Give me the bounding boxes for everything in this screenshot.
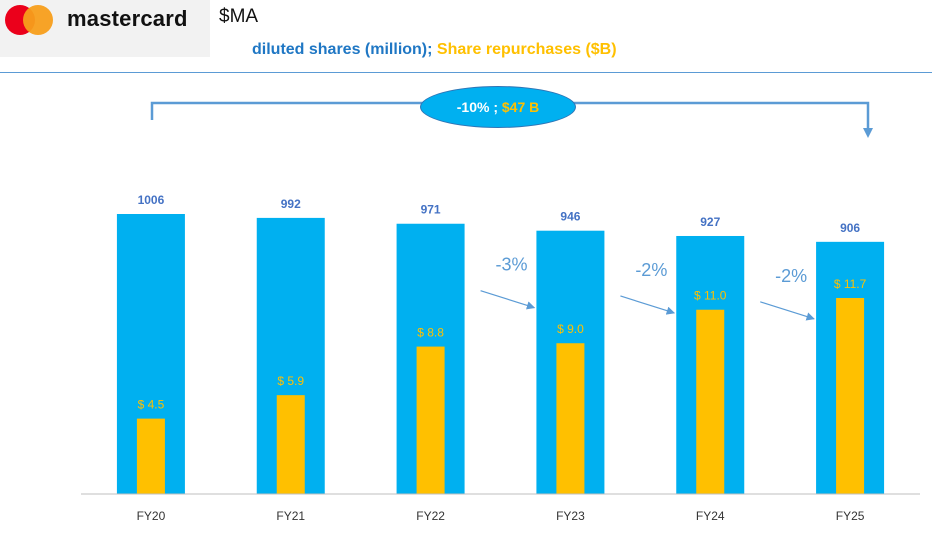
x-tick-FY20: FY20: [137, 509, 166, 523]
buyback-bar-FY21: [276, 395, 305, 494]
buyback-label-FY21: $ 5.9: [277, 374, 304, 388]
summary-bubble: -10% ; $47 B: [420, 86, 576, 128]
buyback-label-FY20: $ 4.5: [138, 398, 165, 412]
x-tick-FY25: FY25: [836, 509, 865, 523]
buyback-bar-FY22: [416, 346, 445, 494]
change-label-FY23: -3%: [495, 255, 527, 275]
change-arrow-FY23: [480, 290, 536, 310]
logo-panel: mastercard: [0, 0, 210, 57]
bracket-arrowhead: [863, 128, 873, 138]
summary-total-buyback: $47 B: [501, 99, 540, 115]
summary-share-change: -10% ;: [456, 99, 498, 115]
change-label-FY25: -2%: [775, 266, 807, 286]
x-tick-FY23: FY23: [556, 509, 585, 523]
mastercard-logo-icon: [5, 5, 53, 35]
change-arrow-FY25: [760, 301, 815, 321]
subtitle-buyback: Share repurchases ($B): [436, 41, 617, 58]
shares-label-FY25: 906: [840, 221, 860, 235]
shares-label-FY23: 946: [560, 210, 580, 224]
chart-subtitle: diluted shares (million); Share repurcha…: [252, 41, 617, 59]
buyback-label-FY25: $ 11.7: [834, 277, 867, 291]
buyback-label-FY24: $ 11.0: [694, 289, 727, 303]
buyback-bar-FY25: [836, 298, 865, 494]
buyback-bar-FY24: [696, 309, 725, 494]
header-divider: [0, 72, 932, 73]
x-tick-FY24: FY24: [696, 509, 725, 523]
shares-label-FY20: 1006: [138, 193, 165, 207]
logo-wordmark: mastercard: [67, 6, 188, 31]
buyback-bar-FY20: [136, 418, 165, 494]
shares-label-FY22: 971: [421, 203, 441, 217]
change-label-FY24: -2%: [635, 260, 667, 280]
shares-label-FY24: 927: [700, 215, 720, 229]
change-arrow-FY24: [620, 295, 676, 315]
buyback-bar-FY23: [556, 343, 585, 494]
ticker-symbol: $MA: [219, 6, 259, 27]
x-tick-FY21: FY21: [276, 509, 305, 523]
shares-label-FY21: 992: [281, 197, 301, 211]
buyback-label-FY23: $ 9.0: [557, 322, 584, 336]
buyback-label-FY22: $ 8.8: [417, 326, 444, 340]
subtitle-shares: diluted shares (million);: [252, 41, 433, 58]
x-tick-FY22: FY22: [416, 509, 445, 523]
